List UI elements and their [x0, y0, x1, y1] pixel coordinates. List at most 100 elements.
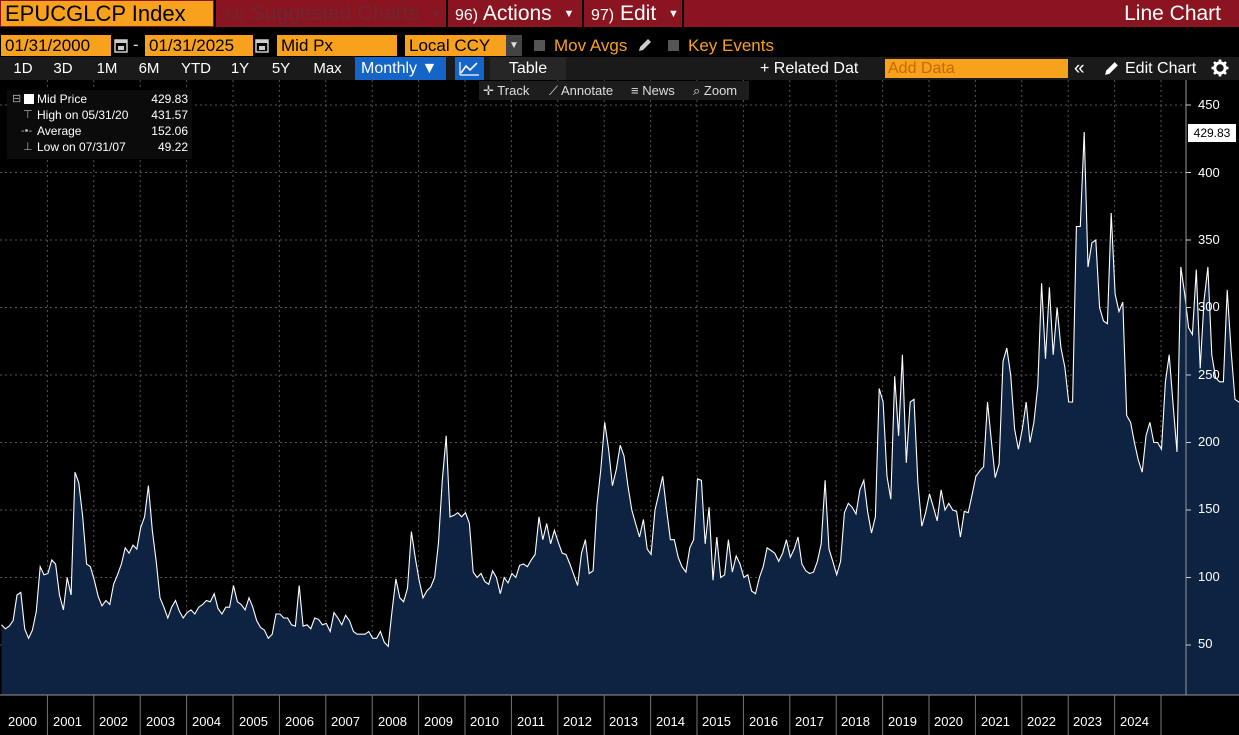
actions-menu[interactable]: 96) Actions ▼	[455, 0, 574, 27]
key-events-label[interactable]: Key Events	[688, 36, 774, 55]
x-tick-label: 2024	[1120, 714, 1149, 729]
calendar-icon[interactable]	[255, 37, 269, 53]
mov-avgs-checkbox[interactable]	[534, 40, 545, 51]
legend-series-name: Mid Price	[37, 92, 88, 106]
x-tick-label: 2017	[795, 714, 824, 729]
menu-number: 97)	[591, 7, 615, 24]
x-tick-label: 2003	[146, 714, 175, 729]
caret-down-icon: ▼	[563, 7, 575, 20]
ticker-field[interactable]: EPUCGLCP Index	[1, 1, 213, 26]
range-1m[interactable]: 1M	[96, 60, 118, 77]
menu-number: 94)	[222, 7, 246, 24]
range-5y[interactable]: 5Y	[271, 60, 291, 77]
x-tick-label: 2004	[192, 714, 221, 729]
news-tool[interactable]: ≡ News	[631, 81, 675, 100]
y-tick-label: 100	[1198, 569, 1220, 584]
collapse-legend-icon[interactable]: ⊟	[12, 93, 22, 105]
series-line	[1, 131, 1239, 648]
x-tick-label: 2021	[981, 714, 1010, 729]
y-tick-label: 450	[1198, 97, 1220, 112]
range-3d[interactable]: 3D	[53, 60, 73, 77]
x-tick-label: 2006	[285, 714, 314, 729]
menu-label: Actions	[482, 2, 552, 25]
track-label: Track	[497, 83, 530, 98]
legend-low-value: 49.22	[157, 140, 188, 154]
collapse-button[interactable]: «	[1074, 58, 1085, 79]
menu-label: Suggested Charts	[250, 2, 420, 25]
y-tick-label: 250	[1198, 367, 1220, 382]
menu-separator	[446, 0, 448, 27]
chart-tools-bar	[479, 81, 749, 100]
annotate-label: Annotate	[561, 83, 614, 98]
currency-dropdown-arrow[interactable]: ▼	[506, 35, 522, 56]
x-tick-label: 2023	[1073, 714, 1102, 729]
legend-high-value: 431.57	[151, 108, 188, 122]
range-6m[interactable]: 6M	[138, 60, 160, 77]
legend-series-value: 429.83	[151, 92, 188, 106]
frequency-select[interactable]: Monthly ▼	[355, 57, 446, 80]
x-tick-label: 2005	[239, 714, 268, 729]
pencil-icon[interactable]	[637, 37, 653, 53]
mov-avgs-label[interactable]: Mov Avgs	[554, 36, 628, 55]
end-date-field[interactable]: 01/31/2025	[145, 35, 253, 56]
zoom-tool[interactable]: ⌕ Zoom	[693, 81, 737, 100]
price-field-select[interactable]: Mid Px	[277, 35, 397, 56]
chart-legend: ⊟ Mid Price 429.83 ⊤ High on 05/31/20 43…	[7, 90, 192, 159]
x-tick-label: 2019	[888, 714, 917, 729]
edit-chart-button[interactable]: Edit Chart	[1125, 60, 1197, 77]
annotate-icon: ⟋	[549, 83, 559, 98]
y-tick-label: 150	[1198, 501, 1220, 516]
range-ytd[interactable]: YTD	[181, 60, 211, 77]
annotate-tool[interactable]: ⟋ Annotate	[549, 81, 613, 100]
start-date-field[interactable]: 01/31/2000	[1, 35, 111, 56]
y-tick-label: 50	[1198, 636, 1213, 651]
calendar-icon[interactable]	[114, 37, 128, 53]
y-tick-label: 200	[1198, 434, 1220, 449]
x-tick-label: 2014	[656, 714, 685, 729]
series-swatch	[24, 94, 34, 104]
currency-select[interactable]: Local CCY	[405, 35, 506, 56]
average-marker-icon: -•-	[21, 125, 33, 137]
menu-label: Edit	[619, 2, 657, 25]
range-1d[interactable]: 1D	[13, 60, 33, 77]
x-tick-label: 2007	[331, 714, 360, 729]
price-chart[interactable]	[0, 80, 1239, 735]
caret-down-icon: ▼	[668, 7, 679, 20]
x-tick-label: 2002	[99, 714, 128, 729]
related-data-button[interactable]: + Related Dat	[760, 60, 859, 77]
legend-high-label: High on 05/31/20	[37, 108, 129, 122]
track-tool[interactable]: ✛ Track	[483, 81, 529, 100]
line-chart-icon[interactable]	[455, 57, 484, 80]
x-tick-label: 2013	[609, 714, 638, 729]
y-tick-label: 350	[1198, 232, 1220, 247]
range-1y[interactable]: 1Y	[230, 60, 250, 77]
low-marker-icon: ⊥	[23, 141, 33, 153]
gear-icon[interactable]	[1211, 59, 1229, 77]
x-tick-label: 2010	[470, 714, 499, 729]
suggested-charts-menu[interactable]: 94) Suggested Charts ▼	[222, 0, 442, 27]
news-icon: ≡	[631, 83, 639, 98]
legend-average-value: 152.06	[151, 124, 188, 138]
series-area	[1, 132, 1239, 695]
add-data-input[interactable]: Add Data	[885, 59, 1068, 78]
date-separator: -	[133, 35, 139, 54]
x-tick-label: 2016	[749, 714, 778, 729]
magnifier-icon: ⌕	[693, 83, 701, 98]
zoom-label: Zoom	[703, 83, 738, 98]
menu-number: 96)	[455, 7, 479, 24]
legend-average-label: Average	[37, 124, 82, 138]
edit-menu[interactable]: 97) Edit ▼	[591, 0, 679, 27]
x-tick-label: 2008	[378, 714, 407, 729]
y-tick-label: 400	[1198, 165, 1220, 180]
news-label: News	[642, 83, 675, 98]
menu-separator	[682, 0, 684, 27]
chart-type-title: Line Chart	[1124, 2, 1221, 25]
legend-low-label: Low on 07/31/07	[37, 140, 126, 154]
key-events-checkbox[interactable]	[668, 40, 679, 51]
x-tick-label: 2022	[1027, 714, 1056, 729]
last-value-label: 429.83	[1188, 124, 1236, 142]
table-button[interactable]: Table	[490, 57, 566, 80]
crosshair-icon: ✛	[483, 83, 494, 98]
range-max[interactable]: Max	[313, 60, 342, 77]
menu-separator	[582, 0, 584, 27]
